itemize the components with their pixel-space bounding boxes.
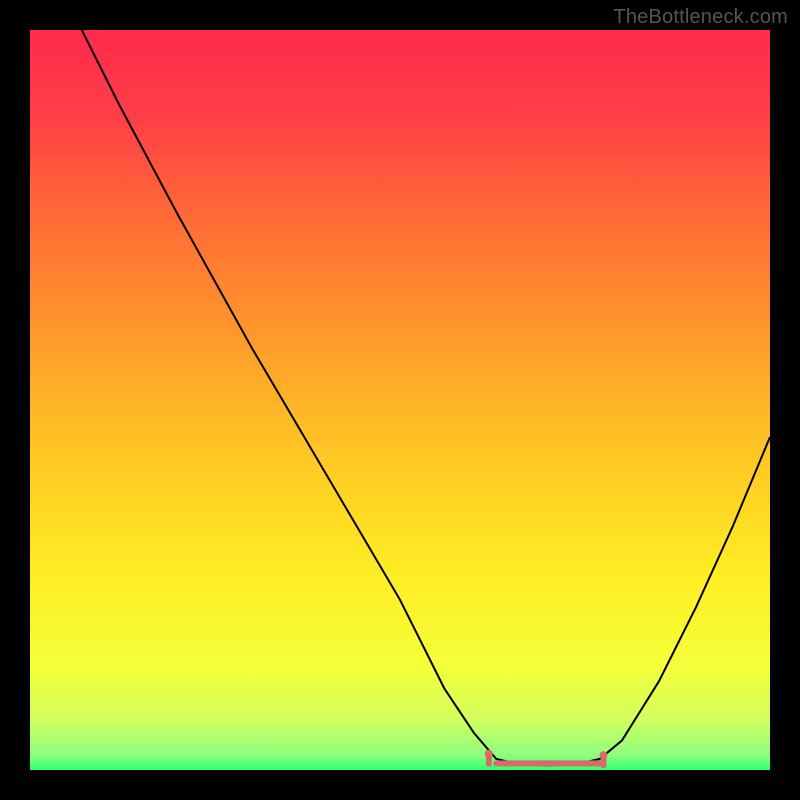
chart-frame: TheBottleneck.com — [0, 0, 800, 800]
optimal-range-marker — [485, 750, 608, 765]
bottleneck-curve — [82, 30, 770, 766]
gradient-plot-area — [30, 30, 770, 770]
watermark-text: TheBottleneck.com — [613, 6, 788, 29]
chart-overlay — [30, 30, 770, 770]
